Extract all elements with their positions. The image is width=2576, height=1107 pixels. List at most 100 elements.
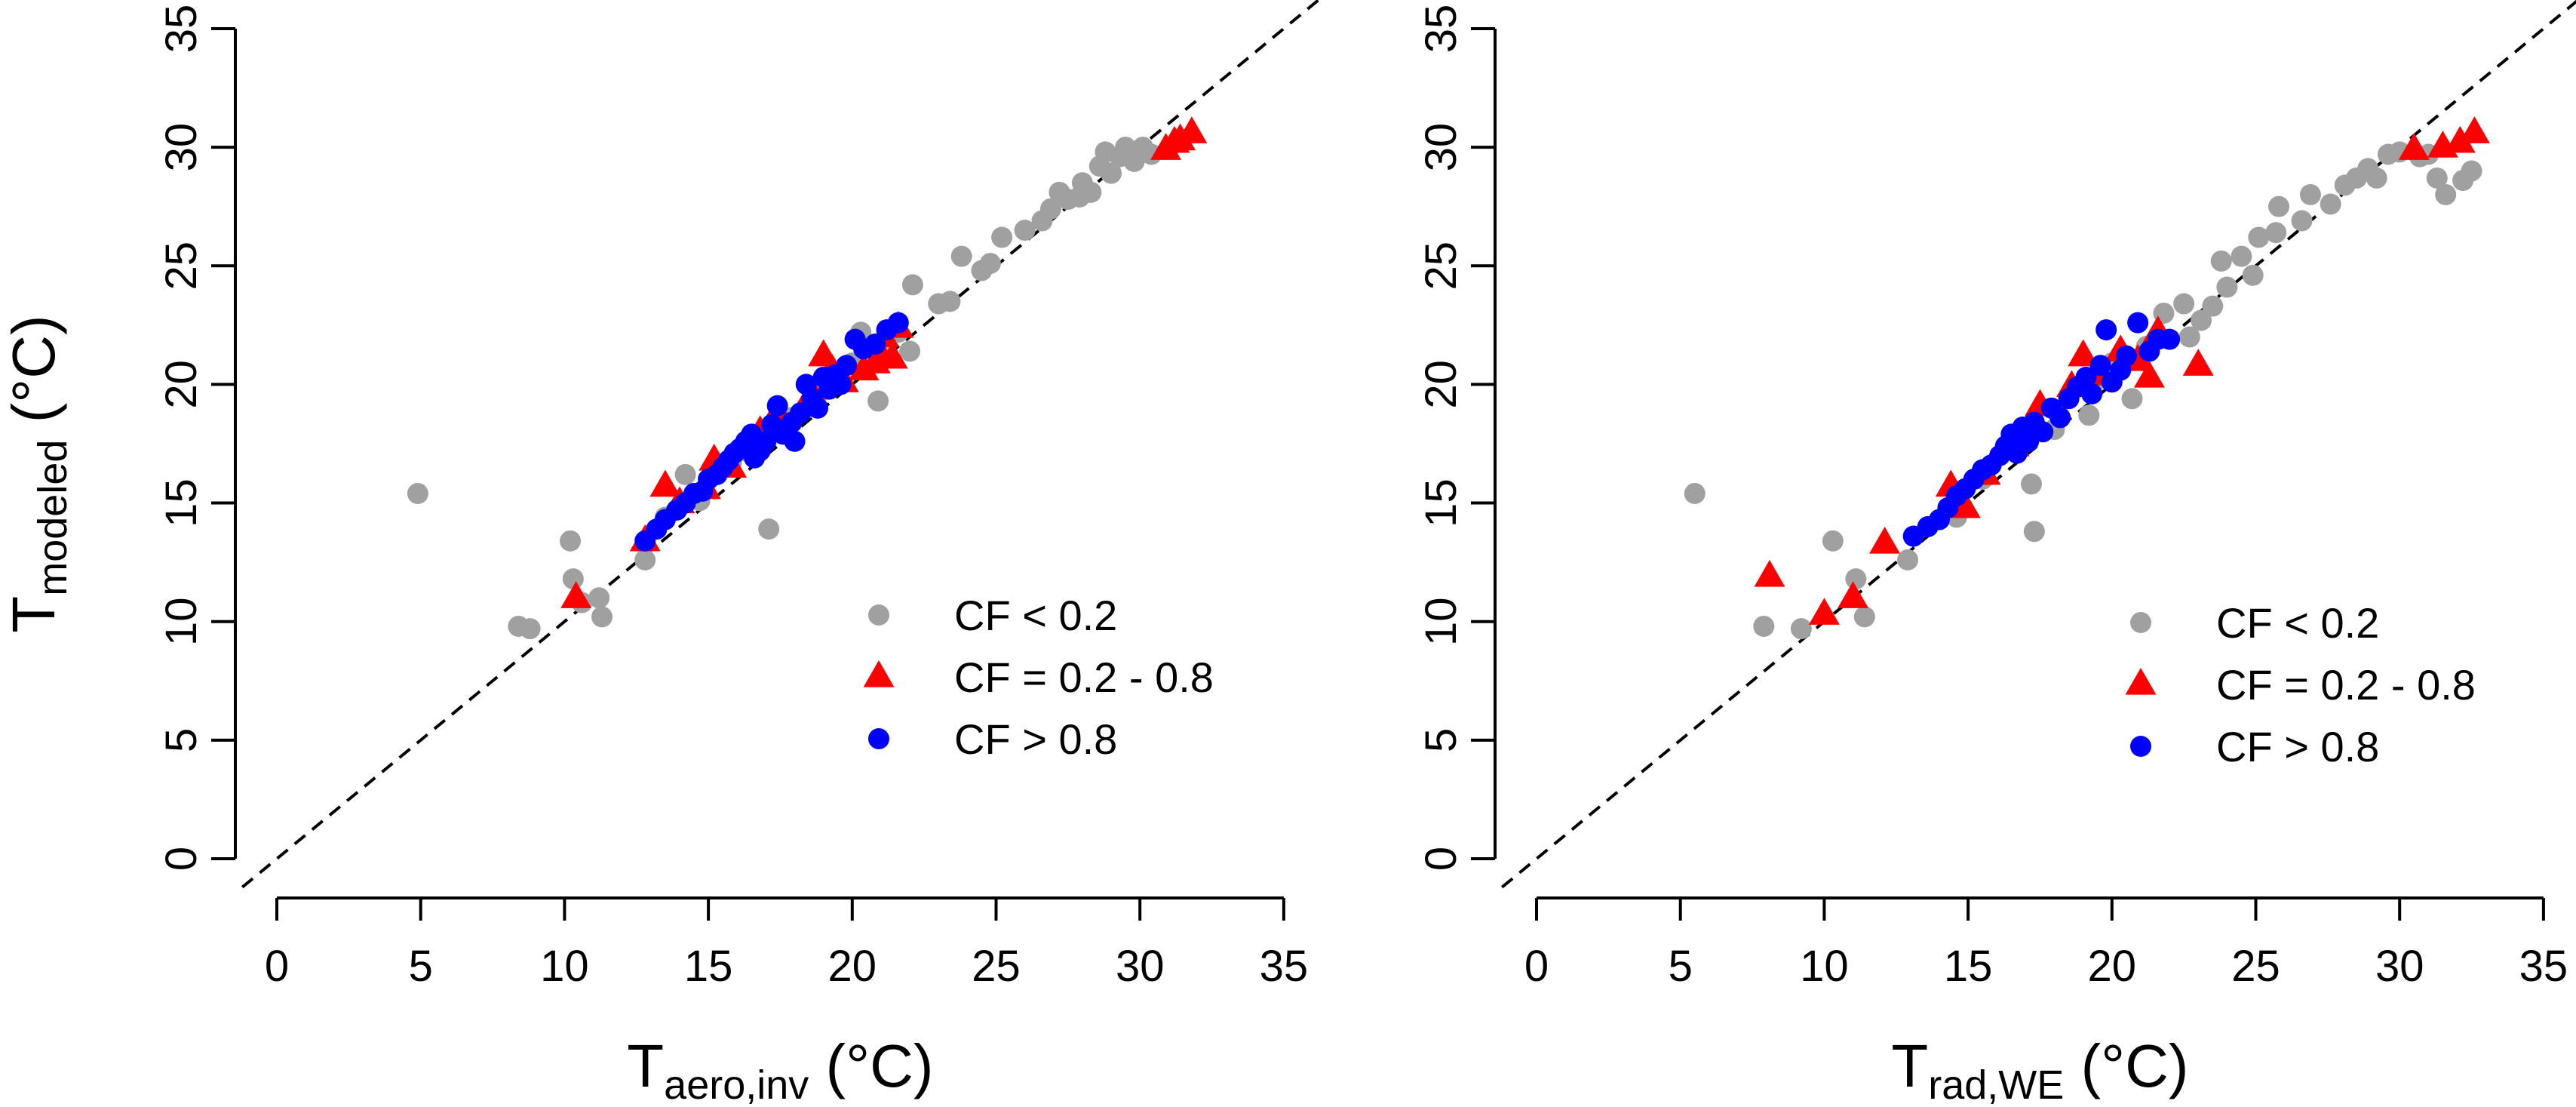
data-point: [2216, 276, 2238, 298]
data-point: [519, 618, 541, 640]
reference-line: [1500, 0, 2576, 889]
data-point: [2078, 404, 2100, 426]
legend-marker: [2125, 668, 2157, 695]
data-point: [674, 463, 696, 485]
y-tick-label: 20: [157, 360, 206, 409]
y-tick-label: 15: [1417, 478, 1466, 527]
data-point: [1853, 606, 1875, 628]
data-point: [830, 374, 852, 395]
x-tick-label: 5: [1669, 942, 1693, 991]
data-point: [807, 397, 829, 419]
x-tick-label: 15: [1944, 942, 1993, 991]
data-point: [877, 341, 908, 369]
data-point: [950, 245, 972, 267]
data-point: [2133, 360, 2165, 388]
data-point: [560, 581, 592, 608]
series-3: [1902, 312, 2181, 547]
y-tick-label: 15: [157, 478, 206, 527]
y-tick-label: 30: [157, 123, 206, 172]
data-point: [939, 291, 961, 312]
data-point: [2299, 183, 2321, 205]
legend-label: CF < 0.2: [2216, 599, 2379, 647]
y-tick-label: 0: [1417, 847, 1466, 871]
data-point: [790, 402, 812, 424]
y-tick-label: 25: [157, 241, 206, 291]
data-point: [2115, 345, 2137, 367]
data-point: [2268, 195, 2290, 217]
data-point: [2458, 116, 2490, 143]
data-point: [755, 430, 777, 452]
legend-marker: [868, 604, 889, 626]
data-point: [1753, 615, 1775, 637]
x-tick-label: 25: [972, 942, 1021, 991]
data-point: [899, 340, 921, 362]
data-point: [2173, 293, 2195, 315]
data-point: [2398, 133, 2430, 160]
y-tick-label: 35: [157, 5, 206, 54]
data-point: [784, 430, 806, 452]
legend-marker: [868, 728, 889, 749]
data-point: [979, 253, 1001, 275]
data-point: [407, 482, 428, 504]
data-point: [2095, 319, 2117, 341]
x-tick-label: 0: [1524, 942, 1549, 991]
data-point: [991, 226, 1013, 248]
data-point: [2068, 339, 2099, 367]
data-point: [2426, 167, 2448, 189]
legend-label: CF = 0.2 - 0.8: [2216, 661, 2476, 709]
y-tick-label: 30: [1417, 123, 1466, 172]
legend-label: CF > 0.8: [954, 715, 1117, 763]
legend: CF < 0.2 CF = 0.2 - 0.8 CF > 0.8: [863, 592, 1214, 763]
x-tick-label: 20: [828, 942, 877, 991]
legend: CF < 0.2 CF = 0.2 - 0.8 CF > 0.8: [2125, 599, 2476, 770]
data-point: [2444, 125, 2476, 153]
data-point: [2210, 250, 2232, 272]
data-point: [864, 333, 886, 355]
chart-panel-1: 0 5 10 15 20 25 30 35 0 5 10 15 20 25 30 35 Taero,inv (°…: [0, 0, 1322, 1107]
data-point: [1176, 116, 1208, 143]
data-point: [2032, 421, 2054, 443]
data-point: [1845, 568, 1867, 590]
data-point: [2089, 355, 2111, 377]
data-point: [1039, 198, 1061, 220]
reference-line: [241, 0, 1322, 889]
series-1: [407, 137, 1162, 640]
data-point: [1790, 618, 1812, 640]
data-point: [2182, 349, 2214, 376]
legend-marker: [2130, 736, 2151, 757]
data-point: [2191, 309, 2212, 331]
data-point: [1822, 530, 1844, 552]
data-point: [2248, 226, 2270, 248]
data-point: [588, 587, 610, 609]
data-point: [2075, 366, 2097, 388]
data-point: [560, 530, 582, 552]
legend-marker: [2130, 612, 2151, 633]
x-axis-title: Trad,WE (°C): [1891, 1032, 2188, 1107]
x-tick-label: 25: [2231, 942, 2280, 991]
y-tick-label: 25: [1417, 241, 1466, 291]
data-point: [1080, 181, 1102, 203]
data-point: [2291, 210, 2313, 232]
legend-label: CF > 0.8: [2216, 723, 2379, 770]
series-3: [634, 312, 909, 552]
data-point: [1808, 598, 1840, 625]
data-point: [1101, 162, 1122, 184]
data-point: [1869, 526, 1900, 554]
data-point: [1014, 220, 1036, 241]
data-point: [591, 606, 613, 628]
x-tick-label: 20: [2088, 942, 2137, 991]
x-axis-title: Taero,inv (°C): [627, 1032, 933, 1107]
y-tick-label: 20: [1417, 360, 1466, 409]
data-point: [2231, 245, 2252, 267]
x-tick-label: 15: [684, 942, 733, 991]
data-point: [2265, 222, 2287, 244]
y-axis-title: Tmodeled (°C): [0, 315, 75, 632]
data-point: [634, 549, 656, 570]
y-tick-label: 10: [1417, 597, 1466, 646]
x-tick-label: 10: [1800, 942, 1849, 991]
data-point: [867, 390, 889, 412]
data-point: [2242, 264, 2264, 286]
data-point: [758, 518, 780, 540]
chart-panel-2: 0 5 10 15 20 25 30 35 0 5 10 15 20 25 30 35 Trad,WE (°C)…: [1417, 0, 2576, 1107]
